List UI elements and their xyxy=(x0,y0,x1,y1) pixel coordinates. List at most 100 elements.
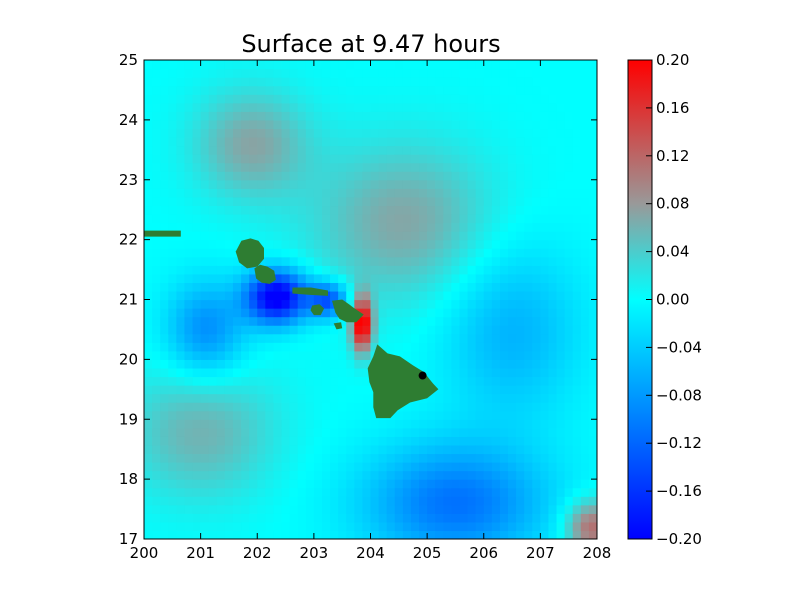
heatmap-cell xyxy=(241,444,250,455)
heatmap-cell xyxy=(192,333,202,343)
heatmap-cell xyxy=(402,94,412,104)
heatmap-cell xyxy=(281,196,291,207)
heatmap-cell xyxy=(524,248,533,258)
heatmap-cell xyxy=(370,213,380,224)
heatmap-cell xyxy=(168,102,177,112)
heatmap-cell xyxy=(540,487,550,497)
heatmap-cell xyxy=(192,419,202,429)
heatmap-cell xyxy=(467,60,477,70)
heatmap-cell xyxy=(289,111,299,121)
heatmap-cell xyxy=(451,513,461,523)
heatmap-cell xyxy=(273,350,283,360)
heatmap-cell xyxy=(313,213,323,224)
heatmap-cell xyxy=(532,119,541,130)
heatmap-cell xyxy=(313,521,323,532)
heatmap-cell xyxy=(556,325,566,335)
heatmap-cell xyxy=(321,119,331,130)
heatmap-cell xyxy=(362,68,372,78)
heatmap-cell xyxy=(289,513,299,523)
heatmap-cell xyxy=(168,119,177,130)
heatmap-cell xyxy=(297,85,307,95)
heatmap-cell xyxy=(524,154,533,164)
heatmap-cell xyxy=(483,496,493,506)
heatmap-cell xyxy=(265,487,275,497)
heatmap-cell xyxy=(459,419,469,429)
heatmap-cell xyxy=(289,393,299,403)
heatmap-cell xyxy=(427,350,436,360)
heatmap-cell xyxy=(580,77,590,87)
heatmap-cell xyxy=(491,282,501,292)
heatmap-cell xyxy=(394,162,404,172)
heatmap-cell xyxy=(459,487,469,497)
heatmap-cell xyxy=(249,94,258,104)
heatmap-cell xyxy=(192,171,202,181)
heatmap-cell xyxy=(305,367,315,378)
heatmap-cell xyxy=(491,410,501,420)
heatmap-cell xyxy=(224,94,234,104)
heatmap-cell xyxy=(483,273,493,283)
heatmap-cell xyxy=(588,470,597,480)
heatmap-cell xyxy=(224,290,234,301)
heatmap-cell xyxy=(249,171,258,181)
heatmap-cell xyxy=(160,410,169,420)
heatmap-cell xyxy=(346,513,355,523)
heatmap-cell xyxy=(152,427,161,437)
heatmap-cell xyxy=(451,359,461,369)
heatmap-cell xyxy=(281,145,291,155)
heatmap-cell xyxy=(491,333,501,343)
heatmap-cell xyxy=(273,333,283,343)
heatmap-cell xyxy=(435,410,444,420)
heatmap-cell xyxy=(216,136,226,147)
heatmap-cell xyxy=(330,402,339,412)
heatmap-cell xyxy=(297,308,307,318)
heatmap-cell xyxy=(402,222,412,232)
heatmap-cell xyxy=(330,350,339,360)
heatmap-cell xyxy=(564,316,574,326)
heatmap-cell xyxy=(338,102,347,112)
heatmap-cell xyxy=(499,444,509,455)
heatmap-cell xyxy=(168,136,177,147)
heatmap-cell xyxy=(491,196,501,207)
heatmap-cell xyxy=(556,385,566,395)
heatmap-cell xyxy=(208,154,218,164)
heatmap-cell xyxy=(216,513,226,523)
heatmap-cell xyxy=(572,196,582,207)
heatmap-cell xyxy=(564,504,574,514)
heatmap-cell xyxy=(499,462,509,472)
heatmap-cell xyxy=(386,290,396,301)
heatmap-cell xyxy=(330,128,339,138)
heatmap-cell xyxy=(402,496,412,506)
heatmap-cell xyxy=(370,136,380,147)
heatmap-cell xyxy=(192,316,202,326)
heatmap-cell xyxy=(402,111,412,121)
heatmap-cell xyxy=(427,239,436,249)
heatmap-cell xyxy=(168,111,177,121)
heatmap-cell xyxy=(556,60,566,70)
heatmap-cell xyxy=(516,136,525,147)
heatmap-cell xyxy=(330,60,339,70)
heatmap-cell xyxy=(580,402,590,412)
heatmap-cell xyxy=(386,479,396,489)
heatmap-cell xyxy=(394,427,404,437)
heatmap-cell xyxy=(491,85,501,95)
heatmap-cell xyxy=(144,102,153,112)
heatmap-cell xyxy=(208,282,218,292)
heatmap-cell xyxy=(451,453,461,463)
heatmap-cell xyxy=(168,213,177,224)
heatmap-cell xyxy=(467,496,477,506)
heatmap-cell xyxy=(224,179,234,189)
heatmap-cell xyxy=(467,453,477,463)
heatmap-cell xyxy=(580,530,590,539)
heatmap-cell xyxy=(321,299,331,309)
heatmap-cell xyxy=(281,248,291,258)
station-marker xyxy=(418,371,427,380)
heatmap-cell xyxy=(168,308,177,318)
heatmap-cell xyxy=(427,119,436,130)
heatmap-cell xyxy=(427,427,436,437)
heatmap-cell xyxy=(499,119,509,130)
heatmap-cell xyxy=(402,154,412,164)
heatmap-cell xyxy=(338,188,347,198)
heatmap-cell xyxy=(184,154,194,164)
heatmap-cell xyxy=(346,427,355,437)
heatmap-cell xyxy=(532,222,541,232)
